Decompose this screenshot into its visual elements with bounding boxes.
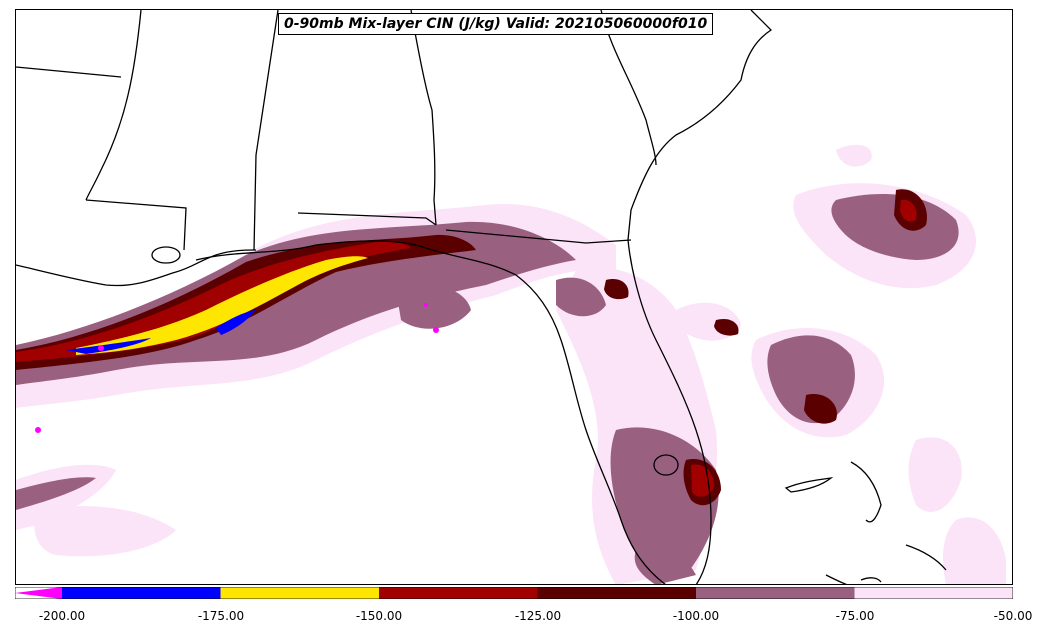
cin-contours-yellow <box>76 256 368 355</box>
map-title: 0-90mb Mix-layer CIN (J/kg) Valid: 20210… <box>278 13 714 35</box>
colorbar-tick-4: -100.00 <box>672 609 720 623</box>
state-border-al-fl <box>297 212 437 226</box>
state-border-river <box>85 10 142 201</box>
island-bahamas-5 <box>860 577 882 583</box>
state-border-ms-al <box>253 10 279 251</box>
state-border-ms-la <box>85 199 187 251</box>
colorbar-segment-4 <box>696 587 855 599</box>
colorbar-tick-2: -150.00 <box>355 609 403 623</box>
lake-okeechobee <box>653 454 679 476</box>
island-bahamas-1 <box>784 477 834 493</box>
colorbar-tick-6: -50.00 <box>993 609 1033 623</box>
colorbar-tick-5: -75.00 <box>835 609 875 623</box>
coast-atlantic-north <box>627 10 773 241</box>
map-panel <box>15 9 1013 585</box>
colorbar-under-arrow <box>15 587 62 599</box>
colorbar-segment-5 <box>854 587 1013 599</box>
state-border-al-ga <box>410 10 437 226</box>
lake-pontchartrain <box>151 246 181 264</box>
colorbar-segment-3 <box>537 587 696 599</box>
state-border-ga-sc <box>600 10 657 166</box>
colorbar-tick-1: -175.00 <box>197 609 245 623</box>
coastlines-and-borders <box>16 10 947 584</box>
cin-contours-magenta <box>35 303 439 433</box>
island-bahamas-2 <box>850 461 882 523</box>
state-border-ga-fl <box>445 229 632 244</box>
colorbar-tick-0: -200.00 <box>38 609 86 623</box>
colorbar-segment-0 <box>62 587 221 599</box>
cin-contours-blue <box>66 310 256 354</box>
island-bahamas-3 <box>905 544 947 571</box>
state-border-west <box>16 66 122 78</box>
colorbar <box>15 587 1013 599</box>
cin-map <box>16 10 1006 584</box>
coast-louisiana <box>16 249 257 287</box>
colorbar-tick-3: -125.00 <box>514 609 562 623</box>
coast-florida-west <box>195 240 666 584</box>
colorbar-segment-2 <box>379 587 538 599</box>
coast-florida-east <box>627 239 712 584</box>
island-bahamas-4 <box>825 574 847 584</box>
colorbar-segment-1 <box>220 587 379 599</box>
